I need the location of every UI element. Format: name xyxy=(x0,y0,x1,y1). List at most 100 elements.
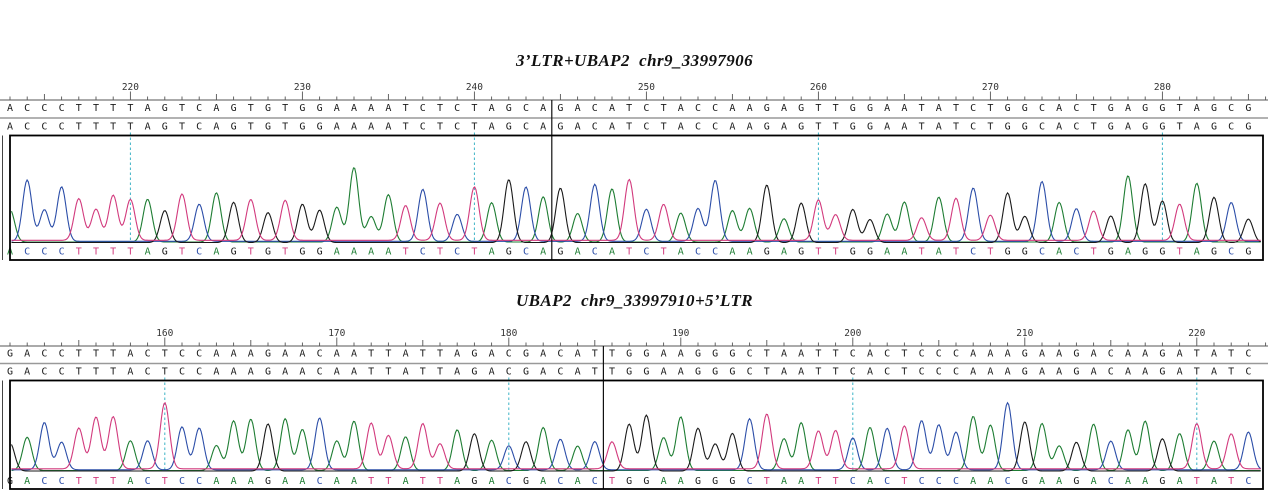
svg-text:A: A xyxy=(7,122,13,133)
svg-text:C: C xyxy=(643,247,649,258)
svg-text:T: T xyxy=(1194,349,1200,360)
svg-text:T: T xyxy=(901,476,907,487)
svg-text:G: G xyxy=(850,103,856,114)
svg-text:T: T xyxy=(248,122,254,133)
svg-text:T: T xyxy=(919,103,925,114)
svg-text:A: A xyxy=(1056,103,1062,114)
svg-text:A: A xyxy=(678,247,684,258)
svg-text:270: 270 xyxy=(982,82,999,93)
svg-text:T: T xyxy=(76,122,82,133)
svg-text:C: C xyxy=(1228,122,1234,133)
svg-text:A: A xyxy=(901,247,907,258)
svg-text:G: G xyxy=(231,103,237,114)
svg-text:G: G xyxy=(265,367,271,378)
svg-text:G: G xyxy=(7,349,13,360)
svg-text:A: A xyxy=(334,367,340,378)
svg-text:T: T xyxy=(953,247,959,258)
svg-text:A: A xyxy=(24,349,30,360)
svg-text:A: A xyxy=(661,349,667,360)
svg-text:T: T xyxy=(93,476,99,487)
svg-text:A: A xyxy=(213,476,219,487)
svg-text:C: C xyxy=(592,122,598,133)
svg-text:G: G xyxy=(1073,367,1079,378)
svg-text:T: T xyxy=(815,476,821,487)
svg-text:C: C xyxy=(196,247,202,258)
svg-text:G: G xyxy=(1142,103,1148,114)
svg-text:A: A xyxy=(248,476,254,487)
svg-text:C: C xyxy=(41,349,47,360)
svg-text:G: G xyxy=(729,367,735,378)
svg-text:C: C xyxy=(24,247,30,258)
svg-text:C: C xyxy=(953,367,959,378)
svg-text:C: C xyxy=(317,349,323,360)
svg-text:T: T xyxy=(162,367,168,378)
svg-text:A: A xyxy=(1091,476,1097,487)
svg-text:C: C xyxy=(557,349,563,360)
svg-text:A: A xyxy=(540,349,546,360)
svg-text:A: A xyxy=(1125,103,1131,114)
svg-text:A: A xyxy=(540,367,546,378)
svg-text:T: T xyxy=(609,367,615,378)
svg-text:C: C xyxy=(1228,103,1234,114)
svg-text:T: T xyxy=(661,122,667,133)
svg-text:G: G xyxy=(1005,103,1011,114)
svg-text:C: C xyxy=(850,349,856,360)
svg-text:T: T xyxy=(626,122,632,133)
svg-text:G: G xyxy=(506,247,512,258)
svg-text:C: C xyxy=(179,349,185,360)
svg-text:A: A xyxy=(489,476,495,487)
svg-text:T: T xyxy=(815,349,821,360)
svg-text:A: A xyxy=(540,476,546,487)
svg-text:A: A xyxy=(334,103,340,114)
svg-text:A: A xyxy=(540,247,546,258)
svg-text:T: T xyxy=(919,247,925,258)
svg-text:G: G xyxy=(695,476,701,487)
svg-text:A: A xyxy=(1194,247,1200,258)
svg-text:T: T xyxy=(901,349,907,360)
svg-text:A: A xyxy=(1091,349,1097,360)
svg-text:A: A xyxy=(1177,476,1183,487)
svg-text:G: G xyxy=(506,103,512,114)
svg-text:A: A xyxy=(1056,122,1062,133)
panel-1-chromatogram-plot: 220 230 240 250 260 270 280AACCCCCCTTTTTTTTAAG… xyxy=(0,82,1268,261)
svg-text:C: C xyxy=(506,367,512,378)
svg-text:G: G xyxy=(1005,122,1011,133)
svg-text:C: C xyxy=(523,247,529,258)
svg-text:C: C xyxy=(1108,367,1114,378)
svg-text:C: C xyxy=(196,122,202,133)
svg-text:A: A xyxy=(1142,476,1148,487)
svg-text:A: A xyxy=(575,476,581,487)
svg-text:C: C xyxy=(454,122,460,133)
svg-text:A: A xyxy=(351,122,357,133)
svg-text:C: C xyxy=(41,247,47,258)
svg-text:A: A xyxy=(24,367,30,378)
svg-text:C: C xyxy=(1245,476,1251,487)
svg-text:T: T xyxy=(179,247,185,258)
svg-text:T: T xyxy=(626,247,632,258)
svg-text:C: C xyxy=(884,367,890,378)
svg-text:C: C xyxy=(523,122,529,133)
svg-text:A: A xyxy=(1039,349,1045,360)
svg-text:A: A xyxy=(678,103,684,114)
svg-text:A: A xyxy=(127,367,133,378)
svg-text:160: 160 xyxy=(156,328,173,339)
svg-text:C: C xyxy=(59,476,65,487)
svg-text:T: T xyxy=(93,122,99,133)
svg-text:T: T xyxy=(385,349,391,360)
svg-text:C: C xyxy=(523,103,529,114)
svg-text:C: C xyxy=(970,122,976,133)
svg-text:A: A xyxy=(1056,349,1062,360)
svg-text:A: A xyxy=(936,247,942,258)
svg-text:G: G xyxy=(1159,122,1165,133)
svg-text:A: A xyxy=(1056,247,1062,258)
svg-text:200: 200 xyxy=(844,328,861,339)
svg-text:G: G xyxy=(1022,103,1028,114)
svg-text:C: C xyxy=(454,103,460,114)
svg-text:A: A xyxy=(1125,367,1131,378)
svg-text:T: T xyxy=(1228,476,1234,487)
svg-text:A: A xyxy=(231,476,237,487)
svg-text:C: C xyxy=(41,476,47,487)
svg-text:T: T xyxy=(609,349,615,360)
svg-text:A: A xyxy=(970,367,976,378)
svg-text:G: G xyxy=(1108,103,1114,114)
